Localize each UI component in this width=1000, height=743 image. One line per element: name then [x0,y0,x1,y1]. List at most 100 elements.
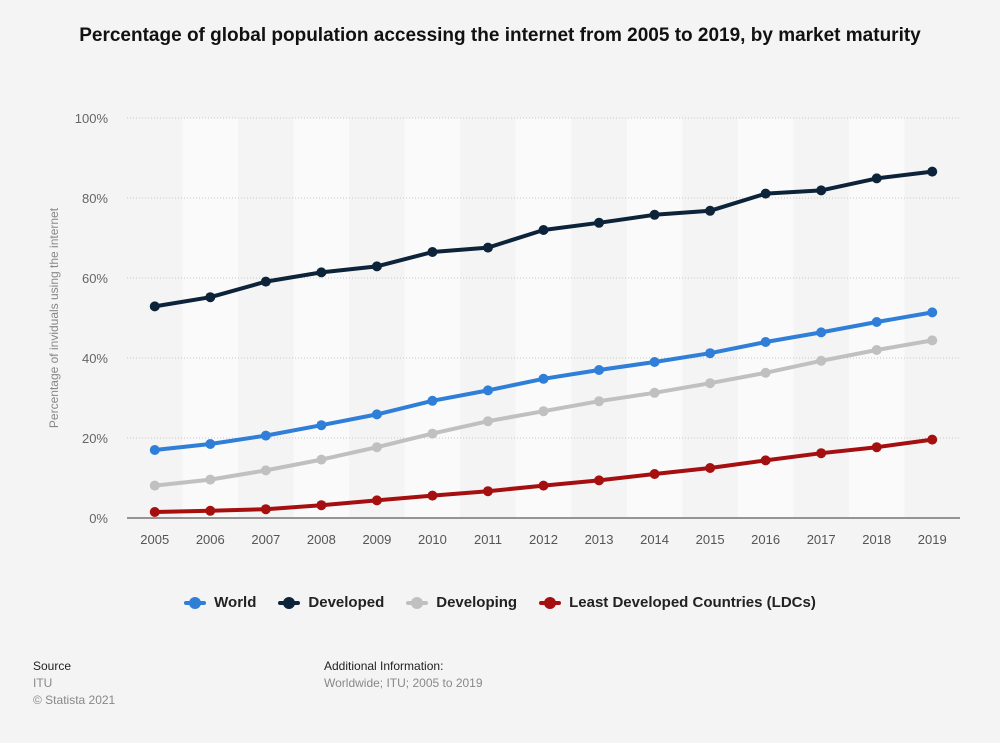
y-tick-label: 40% [82,351,108,366]
legend-label: Developing [436,594,518,611]
data-point-developed [482,242,493,253]
data-point-least-developed-countries-ldcs [427,490,438,501]
data-point-developing [927,335,938,346]
additional-info-block: Additional Information: Worldwide; ITU; … [324,658,483,692]
data-point-developing [260,465,271,476]
data-point-world [371,409,382,420]
column-band [626,118,683,518]
data-point-world [538,373,549,384]
source-block: Source ITU © Statista 2021 [33,658,115,709]
y-tick-label: 60% [82,271,108,286]
x-tick-label: 2017 [807,532,836,547]
data-point-world [594,365,605,375]
data-point-developed [205,292,216,303]
x-tick-label: 2007 [251,532,280,547]
column-band [182,118,239,518]
data-point-least-developed-countries-ldcs [760,455,771,466]
data-point-least-developed-countries-ldcs [260,504,271,515]
data-point-developed [427,247,438,257]
data-point-world [760,337,771,347]
y-axis-title: Percentage of inviduals using the intern… [47,207,61,428]
data-point-world [927,307,938,318]
data-point-world [871,317,882,327]
data-point-world [260,430,271,441]
data-point-least-developed-countries-ldcs [594,475,605,486]
legend-label: Developed [308,594,385,611]
data-point-developed [705,205,716,216]
data-point-developed [927,166,938,177]
data-point-developing [371,442,382,453]
data-point-world [427,395,438,406]
data-point-developed [760,188,771,199]
legend-item[interactable]: Developed [278,594,384,611]
data-point-least-developed-countries-ldcs [371,495,382,506]
line-chart: 0% 20% 40% 60% 80% 100% 2005 2006 2007 2008 2009 20… [47,111,960,547]
x-tick-label: 2008 [307,532,336,547]
data-point-developing [760,367,771,378]
data-point-world [705,348,716,359]
x-tick-label: 2006 [196,532,225,547]
data-point-least-developed-countries-ldcs [649,469,660,479]
legend-swatch-icon [184,596,207,609]
x-tick-label: 2018 [862,532,891,547]
data-point-least-developed-countries-ldcs [871,442,882,453]
legend-swatch-icon [278,596,301,609]
data-point-developing [816,355,827,366]
data-point-least-developed-countries-ldcs [316,500,327,511]
data-point-developing [871,345,882,355]
data-point-developed [149,301,160,312]
data-point-developing [427,428,438,439]
legend-item[interactable]: World [184,594,256,611]
data-point-developing [538,406,549,417]
x-tick-label: 2011 [474,532,502,547]
x-tick-label: 2012 [529,532,558,547]
data-point-developing [594,396,605,407]
x-tick-label: 2013 [585,532,614,547]
data-point-least-developed-countries-ldcs [482,486,493,497]
legend-item[interactable]: Least Developed Countries (LDCs) [539,594,816,611]
data-point-developed [649,209,660,220]
data-point-developed [816,185,827,196]
data-point-least-developed-countries-ldcs [149,507,160,517]
data-point-world [482,385,493,396]
data-point-least-developed-countries-ldcs [205,505,216,516]
data-point-developing [149,480,160,491]
legend-item[interactable]: Developing [406,594,517,611]
copyright: © Statista 2021 [33,693,116,707]
y-tick-label: 0% [89,511,108,526]
data-point-least-developed-countries-ldcs [816,448,827,459]
legend-label: World [214,594,257,611]
data-point-developing [705,378,716,389]
data-point-developing [649,387,660,398]
additional-info-label: Additional Information: [324,659,444,673]
data-point-world [649,357,660,367]
data-point-developed [260,276,271,287]
column-band [737,118,794,518]
chart-legend: World Developed Developing Least Developed … [0,594,1000,611]
data-point-least-developed-countries-ldcs [705,463,716,473]
x-tick-label: 2009 [362,532,391,547]
data-point-developed [316,267,327,278]
additional-info-value: Worldwide; ITU; 2005 to 2019 [324,676,483,690]
source-label: Source [33,659,72,673]
x-tick-label: 2005 [140,532,169,547]
data-point-world [316,420,327,431]
x-tick-label: 2015 [696,532,725,547]
data-point-developing [205,474,216,485]
data-point-developing [316,454,327,465]
legend-swatch-icon [406,596,429,609]
data-point-developing [482,416,493,427]
data-point-world [816,327,827,338]
legend-swatch-icon [539,596,562,609]
legend-label: Least Developed Countries (LDCs) [569,594,816,611]
data-point-least-developed-countries-ldcs [927,434,938,445]
x-tick-label: 2010 [418,532,447,547]
column-band [293,118,350,518]
chart-title: Percentage of global population accessin… [79,25,921,46]
x-tick-label: 2016 [751,532,780,547]
data-point-developed [871,173,882,184]
y-tick-label: 20% [82,431,108,446]
source-value[interactable]: ITU [33,676,53,690]
y-tick-label: 80% [82,191,108,206]
column-band [515,118,572,518]
